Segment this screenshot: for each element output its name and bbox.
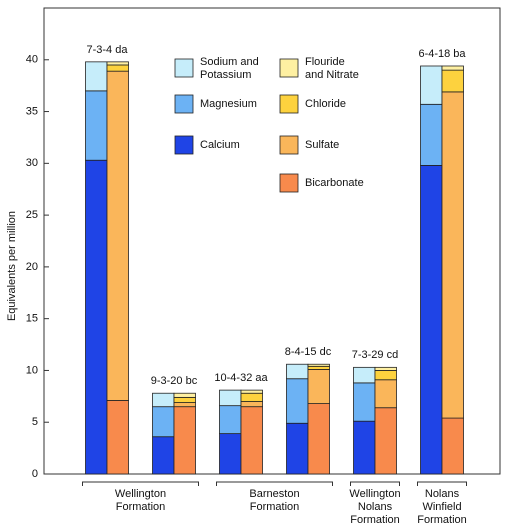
bar-segment [173,406,196,475]
bar-segment [420,165,443,475]
formation-bracket [417,481,467,486]
bar-segment [240,392,263,402]
bar-segment [420,103,443,166]
formation-label: Nolans Winfield Formation [417,488,467,526]
formation-bracket [82,481,199,486]
legend-swatch [279,58,299,78]
y-tick-label: 25 [26,209,38,221]
bar-segment [374,370,397,381]
legend-label: Chloride [305,98,346,110]
well-label: 7-3-4 da [87,44,129,56]
bar-segment [152,436,175,475]
well-label: 10-4-32 aa [214,372,268,384]
legend-label: Magnesium [200,98,257,110]
formation-label: Barneston Formation [249,488,299,513]
bar-segment [152,392,175,408]
y-tick-label: 35 [26,105,38,117]
y-axis-label: Equivalents per million [6,211,18,321]
bar-segment [85,90,108,161]
plot-frame [43,7,501,475]
formation-bracket [216,481,333,486]
y-tick-label: 10 [26,364,38,376]
y-tick-label: 40 [26,54,38,66]
y-tick-label: 20 [26,261,38,273]
bar-segment [286,363,309,380]
legend-swatch [174,58,194,78]
bar-segment [286,378,309,424]
bar-segment [85,61,108,92]
bar-segment [420,65,443,105]
bar-segment [353,382,376,422]
bar-segment [219,389,242,407]
bar-segment [106,400,129,475]
bar-segment [353,366,376,384]
legend-label: Sulfate [305,139,339,151]
bar-segment [307,369,330,404]
bar-segment [240,389,263,394]
bar-segment [441,69,464,93]
y-tick-label: 15 [26,313,38,325]
y-tick-label: 0 [32,468,38,480]
formation-bracket [350,481,400,486]
legend-swatch [279,94,299,114]
bar-segment [307,363,330,367]
formation-label: Wellington Nolans Formation [349,488,400,526]
y-tick-label: 30 [26,157,38,169]
bar-segment [240,406,263,475]
bar-segment [85,159,108,475]
legend-swatch [174,135,194,155]
bar-segment [106,61,129,66]
bar-segment [286,422,309,475]
bar-segment [441,91,464,419]
legend-label: Calcium [200,139,240,151]
bar-segment [374,379,397,409]
well-label: 9-3-20 bc [151,375,198,387]
bar-segment [173,396,196,403]
bar-segment [441,65,464,71]
bar-segment [219,405,242,435]
bar-segment [219,433,242,475]
bar-segment [152,406,175,438]
bar-segment [173,402,196,408]
legend-swatch [279,135,299,155]
legend-label: Bicarbonate [305,177,364,189]
bar-segment [307,403,330,475]
legend-label: Sodium and Potassium [200,56,259,81]
bar-segment [353,420,376,475]
well-label: 6-4-18 ba [418,48,466,60]
bar-segment [307,365,330,370]
bar-segment [441,417,464,475]
y-tick-label: 5 [32,416,38,428]
well-label: 8-4-15 dc [285,346,332,358]
legend-swatch [279,173,299,193]
bar-segment [374,407,397,475]
legend-label: Flouride and Nitrate [305,56,359,81]
well-label: 7-3-29 cd [352,349,398,361]
bar-segment [374,366,397,371]
bar-segment [173,392,196,398]
formation-label: Wellington Formation [115,488,166,513]
bar-segment [106,70,129,401]
bar-segment [240,401,263,408]
bar-segment [106,64,129,72]
legend-swatch [174,94,194,114]
